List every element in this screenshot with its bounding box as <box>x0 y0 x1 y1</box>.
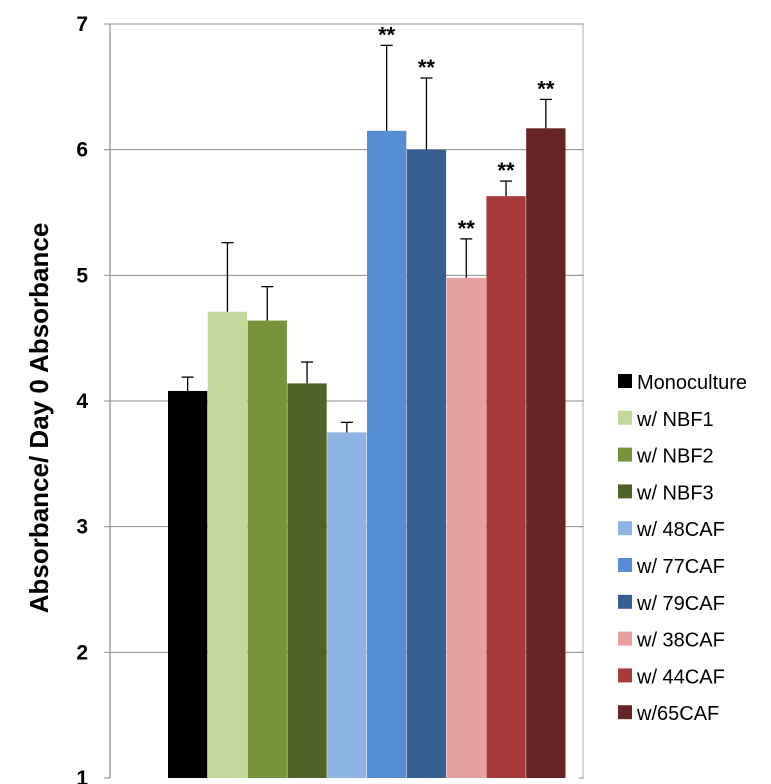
legend-swatch <box>618 374 632 388</box>
y-tick-label: 1 <box>76 767 88 784</box>
y-tick-label: 4 <box>76 390 88 413</box>
legend-label: w/ NBF2 <box>636 446 714 468</box>
legend-swatch <box>618 558 632 572</box>
y-tick-label: 5 <box>76 264 88 287</box>
significance-label: ** <box>378 22 396 47</box>
legend-swatch <box>618 668 632 683</box>
bars <box>168 128 566 779</box>
legend-label: w/ 77CAF <box>636 556 725 578</box>
legend-swatch <box>618 410 632 425</box>
legend-swatch <box>618 705 632 720</box>
error-bars <box>181 44 552 433</box>
bar <box>287 383 327 778</box>
legend-label: w/ 44CAF <box>636 666 725 688</box>
legend-label: w/ NBF3 <box>636 482 714 504</box>
bar <box>526 128 566 778</box>
y-tick-labels: 1 2 3 4 5 6 7 <box>76 13 88 784</box>
bar <box>446 277 486 778</box>
bar <box>367 130 407 779</box>
y-tick-label: 2 <box>76 641 88 664</box>
legend-label: w/ 79CAF <box>636 593 725 615</box>
legend-label: w/65CAF <box>636 703 719 725</box>
legend-swatch <box>618 484 632 499</box>
y-tick-label: 7 <box>76 13 88 36</box>
y-tick-label: 3 <box>76 516 88 539</box>
legend: Monoculture w/ NBF1 w/ NBF2 w/ NBF3 w/ 48CAF… <box>618 372 747 725</box>
bar <box>327 432 367 778</box>
legend-swatch <box>618 521 632 536</box>
axes <box>104 23 584 779</box>
y-tick-label: 6 <box>76 139 88 162</box>
significance-label: ** <box>537 76 555 101</box>
significance-label: ** <box>458 216 476 241</box>
legend-swatch <box>618 631 632 646</box>
y-axis-label: Absorbance/ Day 0 Absorbance <box>24 223 54 614</box>
legend-swatch <box>618 447 632 462</box>
significance-label: ** <box>497 158 515 183</box>
bar <box>247 320 287 778</box>
bar <box>168 390 208 778</box>
legend-swatch <box>618 594 632 609</box>
legend-label: w/ NBF1 <box>636 409 714 431</box>
legend-label: Monoculture <box>637 372 747 394</box>
significance-label: ** <box>418 55 436 80</box>
legend-label: w/ 38CAF <box>636 630 725 652</box>
legend-label: w/ 48CAF <box>636 519 725 541</box>
significance-labels: ** ** ** ** ** <box>378 22 555 241</box>
bar <box>486 196 526 778</box>
bar <box>207 311 248 778</box>
bar <box>406 149 447 778</box>
